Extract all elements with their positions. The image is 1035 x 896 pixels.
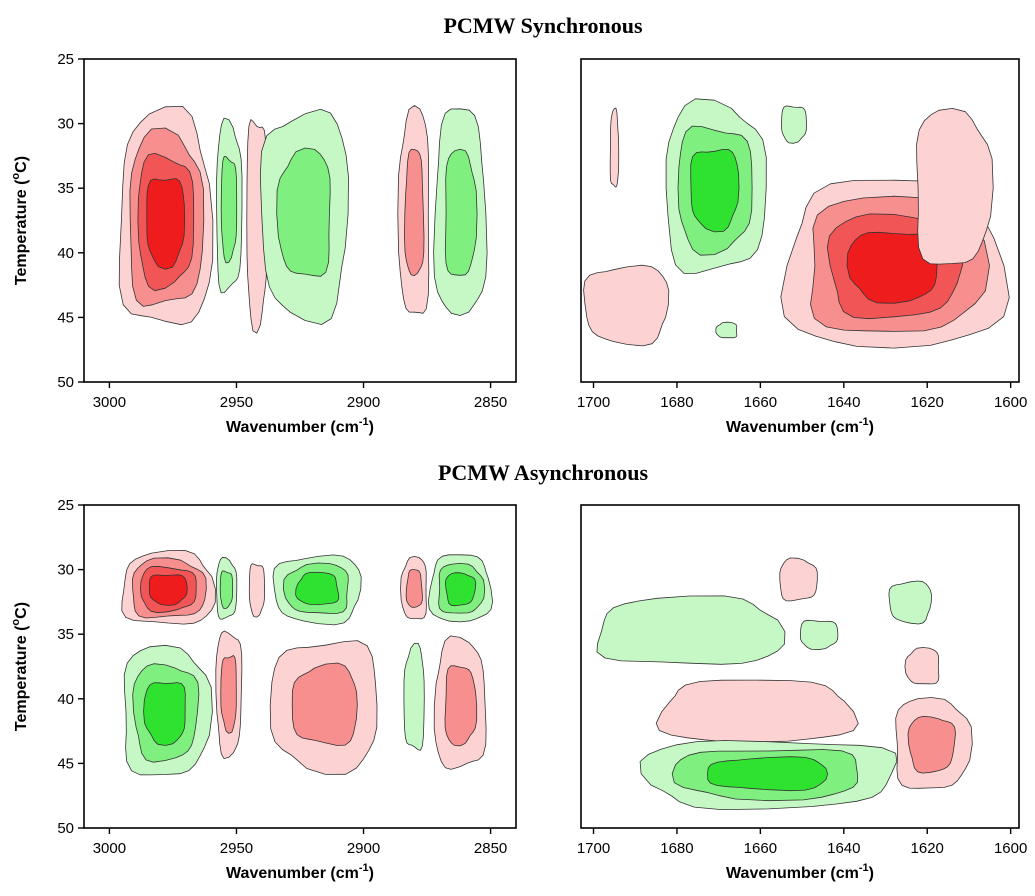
contour-negative-peak-5-level-3 bbox=[445, 572, 477, 607]
x-axis-label: Wavenumber (cm-1) bbox=[226, 862, 374, 882]
contour-negative-peak-0-level-1 bbox=[596, 595, 786, 665]
x-tick-label: 2900 bbox=[347, 840, 380, 857]
x-tick-label: 2900 bbox=[347, 394, 380, 411]
contour-panel-top-left: 3000 2950 2900 2850 25 30 35 40 45 50 Wavenumber (… bbox=[10, 51, 517, 436]
contour-positive-peak-3-level-1 bbox=[583, 264, 670, 347]
x-tick-label: 1680 bbox=[660, 394, 693, 411]
x-tick-label: 1640 bbox=[827, 840, 860, 857]
x-tick-label: 1680 bbox=[660, 840, 693, 857]
y-tick-label: 35 bbox=[57, 626, 74, 643]
contour-negative-peak-3-level-2 bbox=[276, 147, 331, 277]
contour-negative-peak-2-level-1 bbox=[781, 105, 807, 144]
y-axis-label: Temperature (oC) bbox=[10, 156, 30, 285]
x-tick-label: 2850 bbox=[474, 840, 507, 857]
plot-frame bbox=[580, 58, 1020, 383]
plot-frame bbox=[580, 504, 1020, 829]
contour-panel-bottom-left: 3000 2950 2900 2850 25 30 35 40 45 50 Wavenumber (… bbox=[10, 497, 517, 882]
contour-negative-peak-1-level-2 bbox=[219, 570, 233, 609]
y-tick-label: 50 bbox=[57, 820, 74, 837]
x-axis-label: Wavenumber (cm-1) bbox=[726, 862, 874, 882]
y-tick-label: 45 bbox=[57, 309, 74, 326]
section-title-synchronous: PCMW Synchronous bbox=[443, 13, 643, 38]
contour-panel-top-right: 1700 1680 1660 1640 1620 1600 Wavenumber (cm-1… bbox=[577, 58, 1027, 436]
x-axis-label: Wavenumber (cm-1) bbox=[726, 416, 874, 436]
x-tick-label: 2850 bbox=[474, 394, 507, 411]
y-tick-label: 25 bbox=[57, 51, 74, 68]
contour-negative-peak-4-level-1 bbox=[715, 321, 738, 339]
x-tick-label: 1700 bbox=[577, 394, 610, 411]
contour-positive-peak-2-level-1 bbox=[248, 563, 265, 618]
x-tick-label: 3000 bbox=[93, 394, 126, 411]
x-axis-label: Wavenumber (cm-1) bbox=[226, 416, 374, 436]
y-tick-label: 30 bbox=[57, 562, 74, 579]
x-tick-label: 1640 bbox=[827, 394, 860, 411]
contour-negative-peak-3-level-3 bbox=[295, 571, 340, 605]
y-tick-label: 40 bbox=[57, 245, 74, 262]
y-tick-label: 50 bbox=[57, 374, 74, 391]
contour-positive-peak-4-level-2 bbox=[405, 569, 423, 608]
section-title-asynchronous: PCMW Asynchronous bbox=[438, 460, 649, 485]
contour-negative-peak-2-level-1 bbox=[800, 619, 839, 651]
x-tick-label: 1660 bbox=[744, 394, 777, 411]
x-tick-label: 1620 bbox=[911, 394, 944, 411]
contour-negative-peak-5-level-2 bbox=[444, 148, 478, 276]
x-tick-label: 1620 bbox=[911, 840, 944, 857]
contour-negative-peak-1-level-3 bbox=[690, 149, 740, 233]
contour-positive-peak-7-level-2 bbox=[220, 655, 237, 734]
contour-negative-peak-9-level-1 bbox=[403, 642, 425, 751]
x-tick-label: 1600 bbox=[994, 394, 1027, 411]
y-axis-label: Temperature (oC) bbox=[10, 602, 30, 731]
x-tick-label: 1700 bbox=[577, 840, 610, 857]
contour-negative-peak-3-level-1 bbox=[888, 580, 932, 625]
contour-negative-peak-6-level-3 bbox=[143, 682, 186, 746]
contour-positive-peak-4-level-2 bbox=[404, 149, 425, 276]
x-tick-label: 2950 bbox=[220, 394, 253, 411]
x-tick-label: 2950 bbox=[220, 840, 253, 857]
x-tick-label: 1660 bbox=[744, 840, 777, 857]
contour-positive-peak-5-level-1 bbox=[655, 679, 859, 743]
contour-positive-peak-8-level-2 bbox=[291, 662, 358, 746]
contour-negative-peak-7-level-3 bbox=[707, 756, 828, 792]
y-tick-label: 25 bbox=[57, 497, 74, 514]
x-tick-label: 3000 bbox=[93, 840, 126, 857]
contour-positive-peak-0-level-4 bbox=[148, 574, 188, 606]
y-tick-label: 45 bbox=[57, 755, 74, 772]
plot-frame bbox=[83, 504, 517, 829]
contour-positive-peak-10-level-2 bbox=[444, 665, 478, 747]
y-tick-label: 40 bbox=[57, 691, 74, 708]
y-tick-label: 30 bbox=[57, 116, 74, 133]
contour-positive-peak-1-level-1 bbox=[779, 557, 818, 602]
contour-positive-peak-0-level-4 bbox=[146, 178, 186, 270]
contour-panels: 3000 2950 2900 2850 25 30 35 40 45 50 Wavenumber (… bbox=[10, 51, 1027, 882]
contour-negative-peak-1-level-2 bbox=[220, 156, 238, 264]
contour-positive-peak-6-level-2 bbox=[907, 715, 956, 774]
contour-positive-peak-0-level-1 bbox=[609, 107, 620, 188]
y-tick-label: 35 bbox=[57, 180, 74, 197]
contour-positive-peak-6-level-1 bbox=[916, 108, 994, 265]
x-tick-label: 1600 bbox=[994, 840, 1027, 857]
plot-frame bbox=[83, 58, 517, 383]
contour-panel-bottom-right: 1700 1680 1660 1640 1620 1600 Wavenumber (cm-1… bbox=[577, 504, 1027, 882]
contour-positive-peak-4-level-1 bbox=[904, 647, 940, 685]
